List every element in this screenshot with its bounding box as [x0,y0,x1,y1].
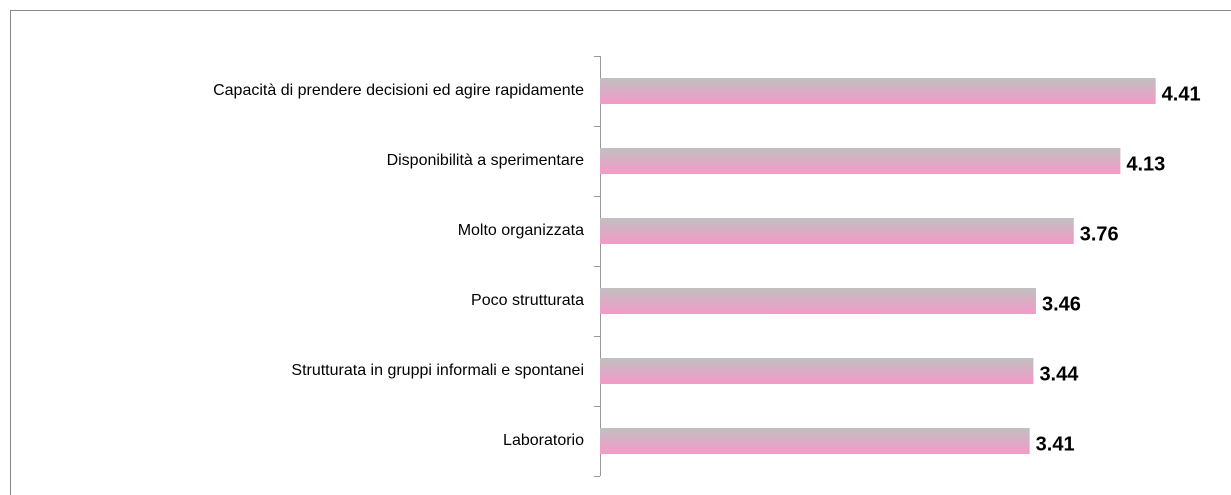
value-label: 3.41 [1036,433,1075,455]
value-label: 4.41 [1162,83,1201,105]
bar [600,428,1030,454]
bar [600,218,1074,244]
category-label: Strutturata in gruppi informali e sponta… [291,362,584,379]
chart-frame [10,10,1231,495]
bar [600,148,1121,174]
bar [600,358,1034,384]
value-label: 3.46 [1042,293,1081,315]
bar [600,78,1156,104]
value-label: 3.44 [1039,363,1079,385]
value-label: 3.76 [1080,223,1119,245]
category-label: Molto organizzata [458,222,584,239]
category-label: Disponibilità a sperimentare [387,152,585,169]
category-label: Capacità di prendere decisioni ed agire … [213,82,584,99]
category-label: Laboratorio [503,432,584,449]
category-label: Poco strutturata [471,292,584,309]
value-label: 4.13 [1126,153,1165,175]
bar [600,288,1036,314]
